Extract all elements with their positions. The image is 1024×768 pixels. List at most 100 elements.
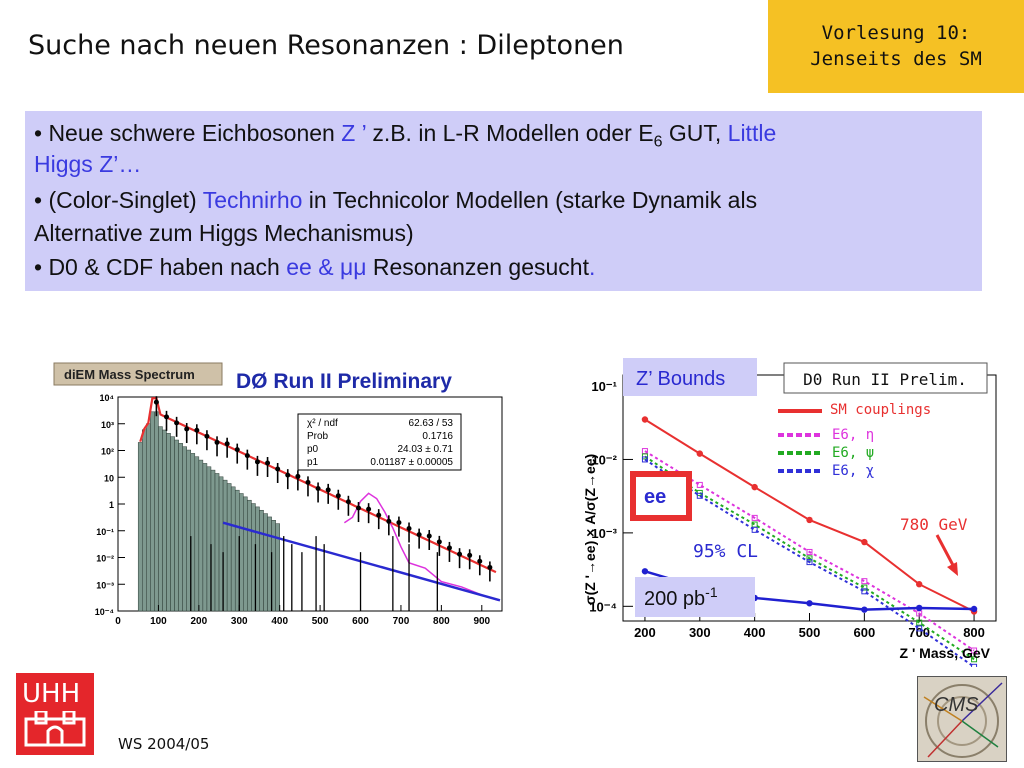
- fit-value-p0: 24.03 ± 0.71: [397, 444, 453, 455]
- data-point-22: [376, 512, 382, 518]
- series-3-point-6: [971, 663, 978, 667]
- diem-xtick-label-0: 0: [115, 616, 121, 627]
- lumi-label: 200 pb-1: [644, 584, 718, 610]
- series-1-point-1: [696, 481, 703, 488]
- diem-ytick-label-2: 10⁻²: [96, 554, 114, 564]
- legend-sm: SM couplings: [830, 402, 931, 418]
- background-bar-1: [142, 429, 147, 612]
- page-title: Suche nach neuen Resonanzen : Dileptonen: [28, 30, 624, 61]
- data-point-14: [295, 473, 301, 479]
- series-0-point-3: [806, 516, 813, 524]
- series-2-point-4: [861, 584, 868, 591]
- legend-eta: E6, η: [832, 427, 874, 443]
- b1-pre: • Neue schwere Eichbosonen: [34, 120, 342, 146]
- diem-ytick-label-6: 10²: [101, 447, 114, 457]
- cl-label: 95% CL: [693, 541, 758, 562]
- b3-dot: .: [588, 254, 596, 280]
- series-0-point-0: [641, 416, 649, 423]
- data-point-26: [416, 532, 422, 538]
- diem-xtick-label-1: 100: [150, 616, 167, 627]
- fit-box-frame: [297, 413, 462, 471]
- fit-label-chi: χ² / ndf: [307, 418, 338, 429]
- series-line-2: [644, 455, 975, 661]
- data-point-5: [204, 433, 210, 439]
- data-point-32: [477, 558, 483, 564]
- bullet-box: • Neue schwere Eichbosonen Z ’ z.B. in L…: [25, 111, 982, 291]
- series-0-point-5: [916, 581, 923, 588]
- background-bar-16: [202, 463, 208, 612]
- series-line-3: [644, 458, 975, 667]
- b1-gut: GUT,: [662, 120, 728, 146]
- series-line-1: [644, 450, 975, 652]
- data-point-3: [184, 426, 190, 432]
- background-bar-23: [230, 486, 236, 612]
- series-0-point-4: [861, 538, 868, 546]
- badge-line-1: Vorlesung 10:: [821, 22, 971, 44]
- fit-box: χ² / ndf Prob p0 p1 62.63 / 53 0.1716 24…: [297, 413, 462, 471]
- series-1-point-6: [971, 647, 978, 654]
- fit-value-p1: 0.01187 ± 0.00005: [370, 457, 453, 468]
- data-point-19: [345, 499, 351, 505]
- series-2-point-5: [916, 619, 923, 626]
- fit-label-p0: p0: [307, 444, 319, 455]
- zprime-xtick-label-6: 800: [963, 625, 985, 640]
- zprime-xlabel: Z ' Mass, GeV: [900, 645, 991, 661]
- background-bar-8: [170, 436, 175, 612]
- diem-xtick-label-7: 700: [393, 616, 410, 627]
- data-point-18: [335, 493, 341, 499]
- background-bar-2: [146, 423, 151, 612]
- series-2-point-3: [806, 555, 813, 562]
- bullet-1-line-2: Higgs Z’…: [34, 151, 142, 177]
- series-1-point-2: [751, 514, 758, 521]
- excess-histogram: [343, 492, 499, 602]
- series-4-point-5: [916, 604, 923, 612]
- zprime-bounds-chart: 200 300 400 500 600 700 800 10⁻⁴ 10⁻³ 10⁻² 10⁻¹ σ(…: [582, 358, 997, 667]
- fit-value-chi: 62.63 / 53: [409, 418, 454, 429]
- background-bar-5: [158, 426, 163, 612]
- zprime-xtick-label-1: 300: [689, 625, 711, 640]
- background-bar-3: [150, 411, 155, 612]
- background-bar-9: [174, 439, 179, 612]
- gev-arrowhead: [947, 562, 958, 576]
- ee-label-inner: [636, 477, 686, 515]
- fit-value-prob: 0.1716: [422, 431, 453, 442]
- series-3-point-0: [641, 456, 648, 463]
- cms-logo-icon: CMS: [917, 676, 1007, 762]
- b2-rest: in Technicolor Modellen (starke Dynamik …: [302, 187, 758, 213]
- diem-mass-chart: 0 100 200 300 400 500 600 700 800 900 10⁻⁴ 10⁻³ 10⁻²…: [53, 362, 503, 627]
- background-bar-30: [259, 509, 264, 612]
- background-bar-15: [198, 459, 204, 612]
- background-bar-19: [214, 473, 220, 612]
- series-0-point-1: [696, 450, 703, 457]
- b1-mid: z.B. in L-R Modellen oder E: [365, 120, 654, 146]
- data-point-16: [315, 485, 321, 491]
- zprime-ytick-label-1: 10⁻³: [591, 526, 617, 541]
- series-2-point-0: [641, 453, 648, 460]
- series-3-point-5: [916, 625, 923, 632]
- series-4-point-0: [641, 568, 649, 575]
- bounds-label-box: [623, 358, 757, 396]
- lumi-box: [635, 577, 755, 617]
- bullet-2-line-2: Alternative zum Higgs Mechanismus): [34, 220, 414, 246]
- diem-xtick-label-3: 300: [231, 616, 248, 627]
- b2-pre: • (Color-Singlet): [34, 187, 203, 213]
- bullet-1-line-1: • Neue schwere Eichbosonen Z ’ z.B. in L…: [34, 120, 776, 152]
- data-point-25: [406, 526, 412, 532]
- series-4-point-6: [970, 605, 978, 613]
- uhh-logo: UHH: [16, 673, 94, 755]
- series-2-point-6: [971, 656, 978, 663]
- diem-ytick-label-5: 10: [104, 473, 114, 483]
- cms-wordmark: CMS: [934, 694, 979, 716]
- data-point-31: [467, 552, 473, 558]
- diem-xtick-label-4: 400: [271, 616, 288, 627]
- diem-xtick-label-9: 900: [473, 616, 490, 627]
- zprime-xtick-label-0: 200: [634, 625, 656, 640]
- background-bar-4: [154, 411, 159, 612]
- data-point-29: [446, 545, 452, 551]
- b1-little: Little: [727, 120, 777, 146]
- data-point-1: [164, 414, 170, 420]
- background-bar-6: [162, 429, 167, 612]
- b1-z: Z ’: [341, 120, 366, 146]
- series-3-point-1: [696, 492, 703, 499]
- data-point-10: [254, 459, 260, 465]
